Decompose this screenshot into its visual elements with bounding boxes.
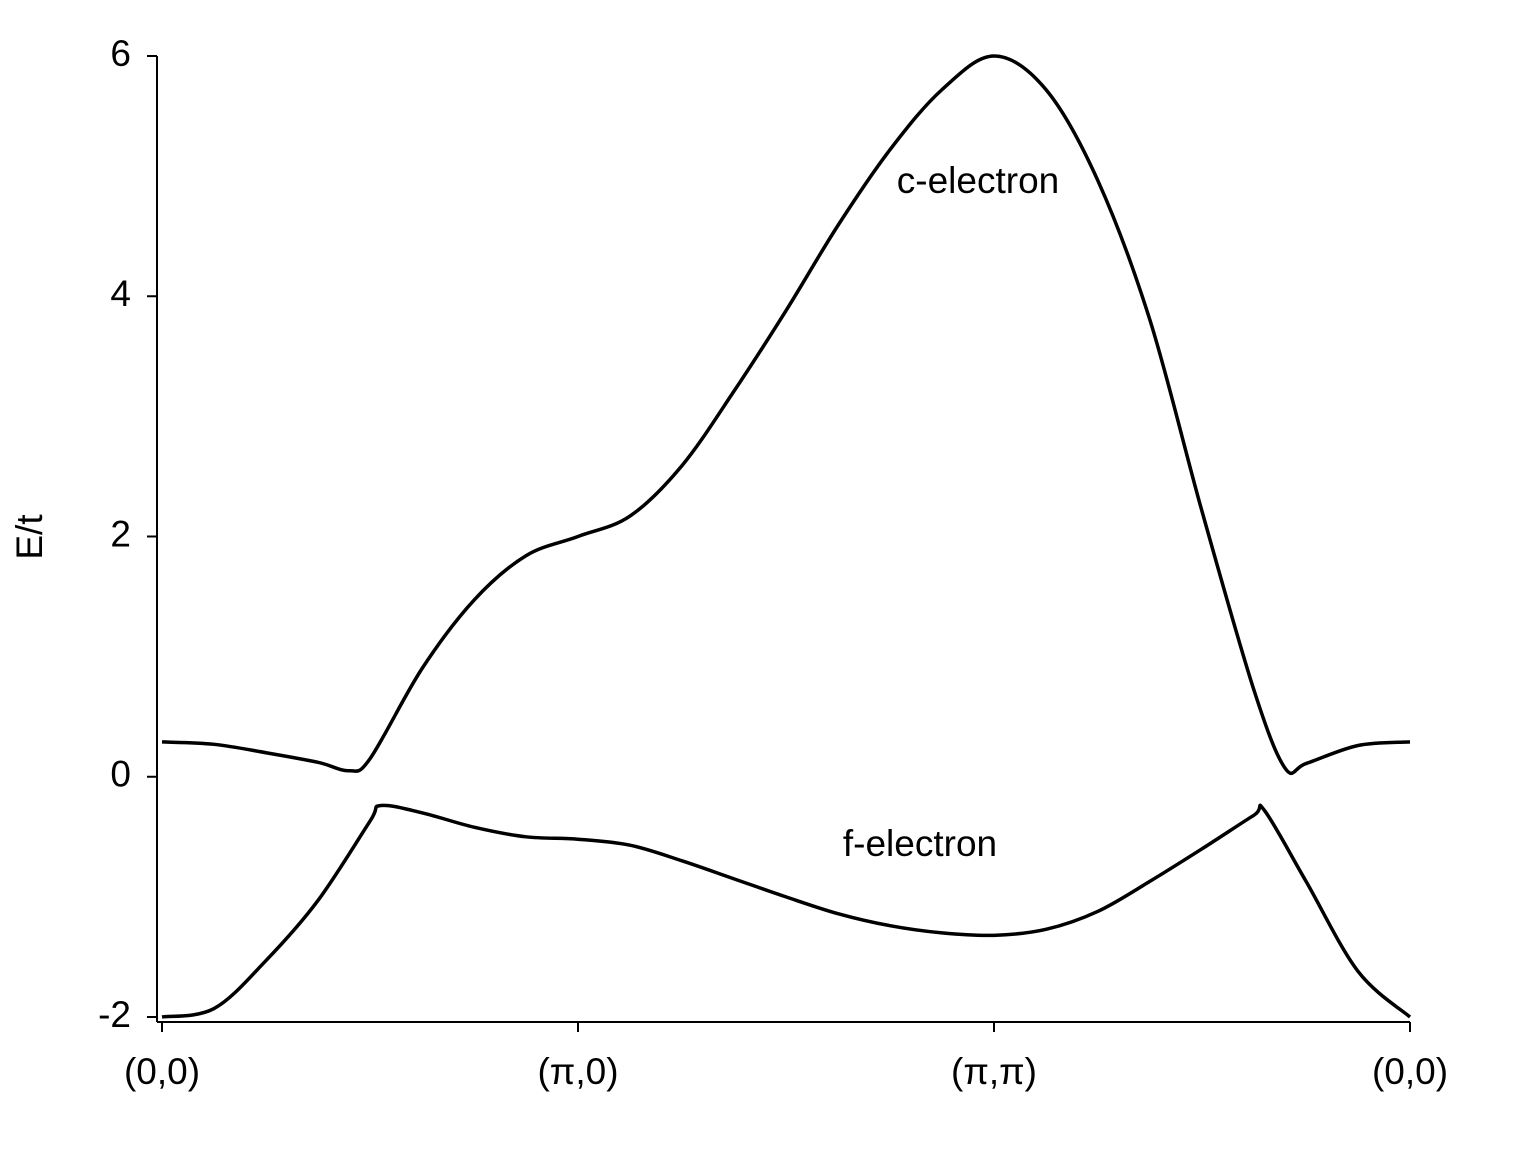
x-tick-label: (0,0)	[124, 1051, 200, 1092]
y-tick-label: 6	[110, 33, 131, 74]
series-label: c-electron	[897, 160, 1059, 201]
x-tick-label: (0,0)	[1372, 1051, 1448, 1092]
x-tick-label: (π,π)	[951, 1051, 1037, 1092]
x-tick-label: (π,0)	[537, 1051, 618, 1092]
line	[161, 803, 1412, 1019]
y-tick-label: 2	[110, 513, 131, 554]
y-tick-label: -2	[98, 994, 131, 1035]
line	[161, 54, 1411, 776]
y-axis-label: E/t	[9, 514, 50, 560]
y-tick-label: 0	[110, 754, 131, 795]
y-tick-label: 4	[110, 273, 131, 314]
series-label: f-electron	[843, 823, 997, 864]
